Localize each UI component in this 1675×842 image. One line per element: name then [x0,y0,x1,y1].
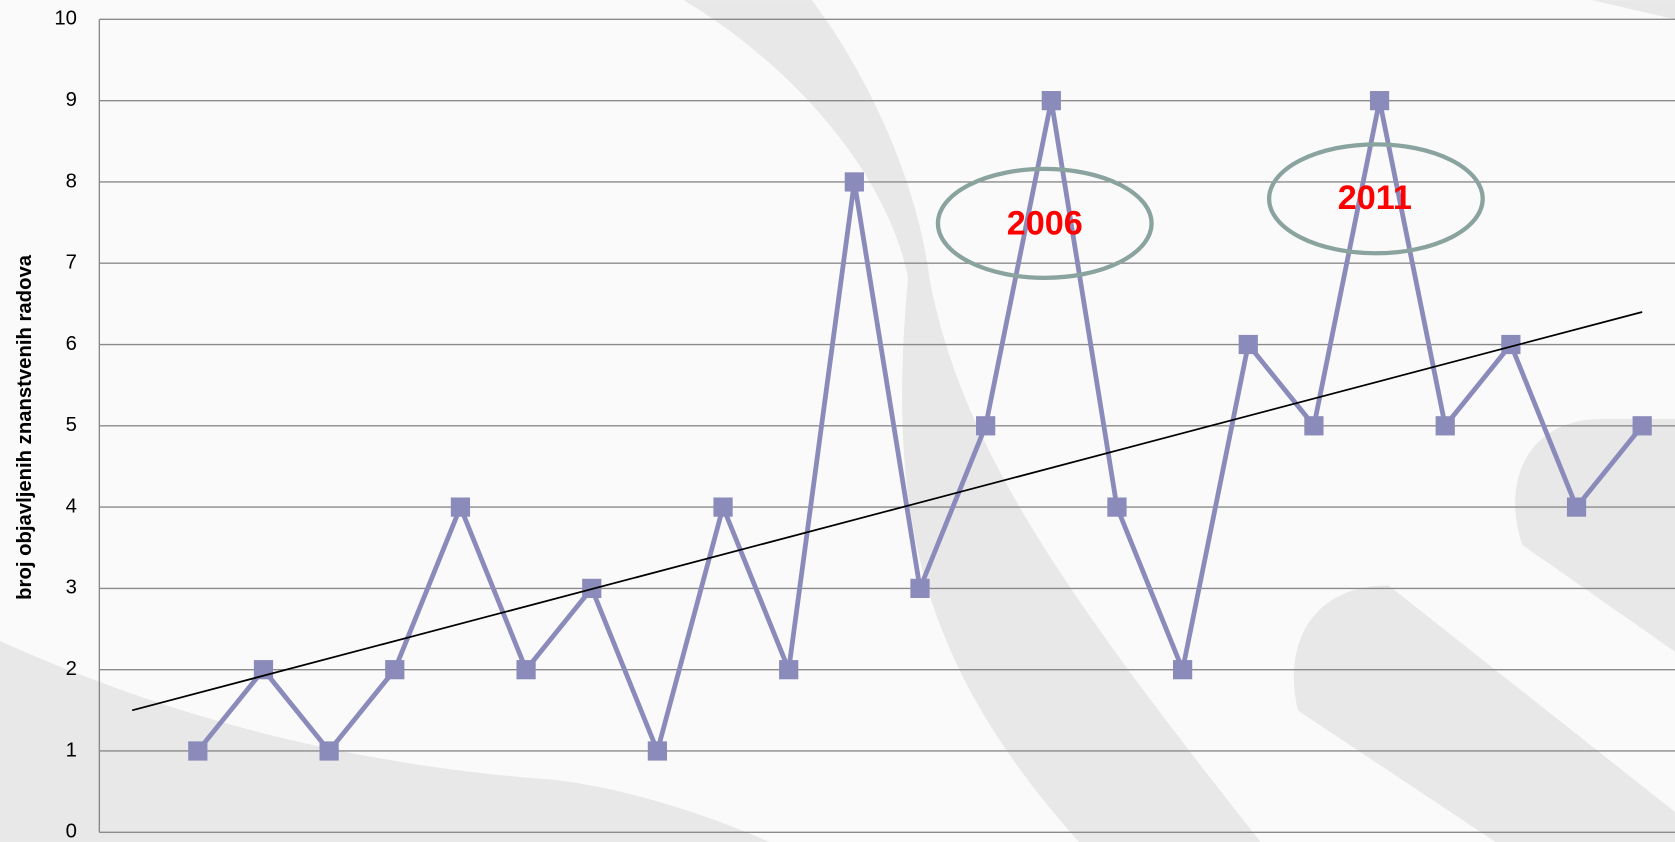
y-tick-label: 3 [66,577,77,599]
trendline [131,311,1643,712]
data-point [1304,416,1324,436]
data-point [1041,91,1061,111]
swoosh [1293,585,1675,842]
data-point [1632,416,1652,436]
data-point [516,660,536,680]
data-point [1238,334,1258,355]
data-point [1435,416,1455,436]
swoosh [683,0,1261,842]
data-point [910,578,930,599]
y-tick-label: 1 [66,739,77,761]
annotation-text: 2011 [1338,179,1412,217]
data-point [450,497,471,517]
data-point [385,660,405,680]
data-point [1107,497,1127,517]
y-tick-label: 0 [66,821,77,842]
y-tick-label: 2 [66,658,77,680]
swoosh [1515,418,1675,652]
data-point [647,741,668,761]
y-tick-label: 9 [66,89,77,111]
y-tick-label: 6 [66,333,77,355]
y-axis-label: broj objavljenih znanstvenih radova [14,254,36,600]
data-point [844,172,864,192]
y-tick-label: 4 [66,495,77,517]
data-point [779,660,799,680]
data-point [188,741,208,761]
data-point [713,497,733,517]
y-tick-label: 8 [66,170,77,192]
annotation-ellipse [935,166,1154,280]
y-tick-label: 7 [66,252,77,274]
data-point [1501,334,1521,355]
swoosh [0,641,770,842]
y-tick-label: 10 [54,8,77,30]
data-point [1172,660,1193,680]
data-point [1369,91,1390,111]
data-point [1566,497,1587,517]
annotation-text: 2006 [1007,205,1083,243]
annotation-ellipse [1266,142,1485,256]
y-tick-label: 5 [66,414,77,436]
data-point [976,416,996,436]
data-point [319,741,339,761]
